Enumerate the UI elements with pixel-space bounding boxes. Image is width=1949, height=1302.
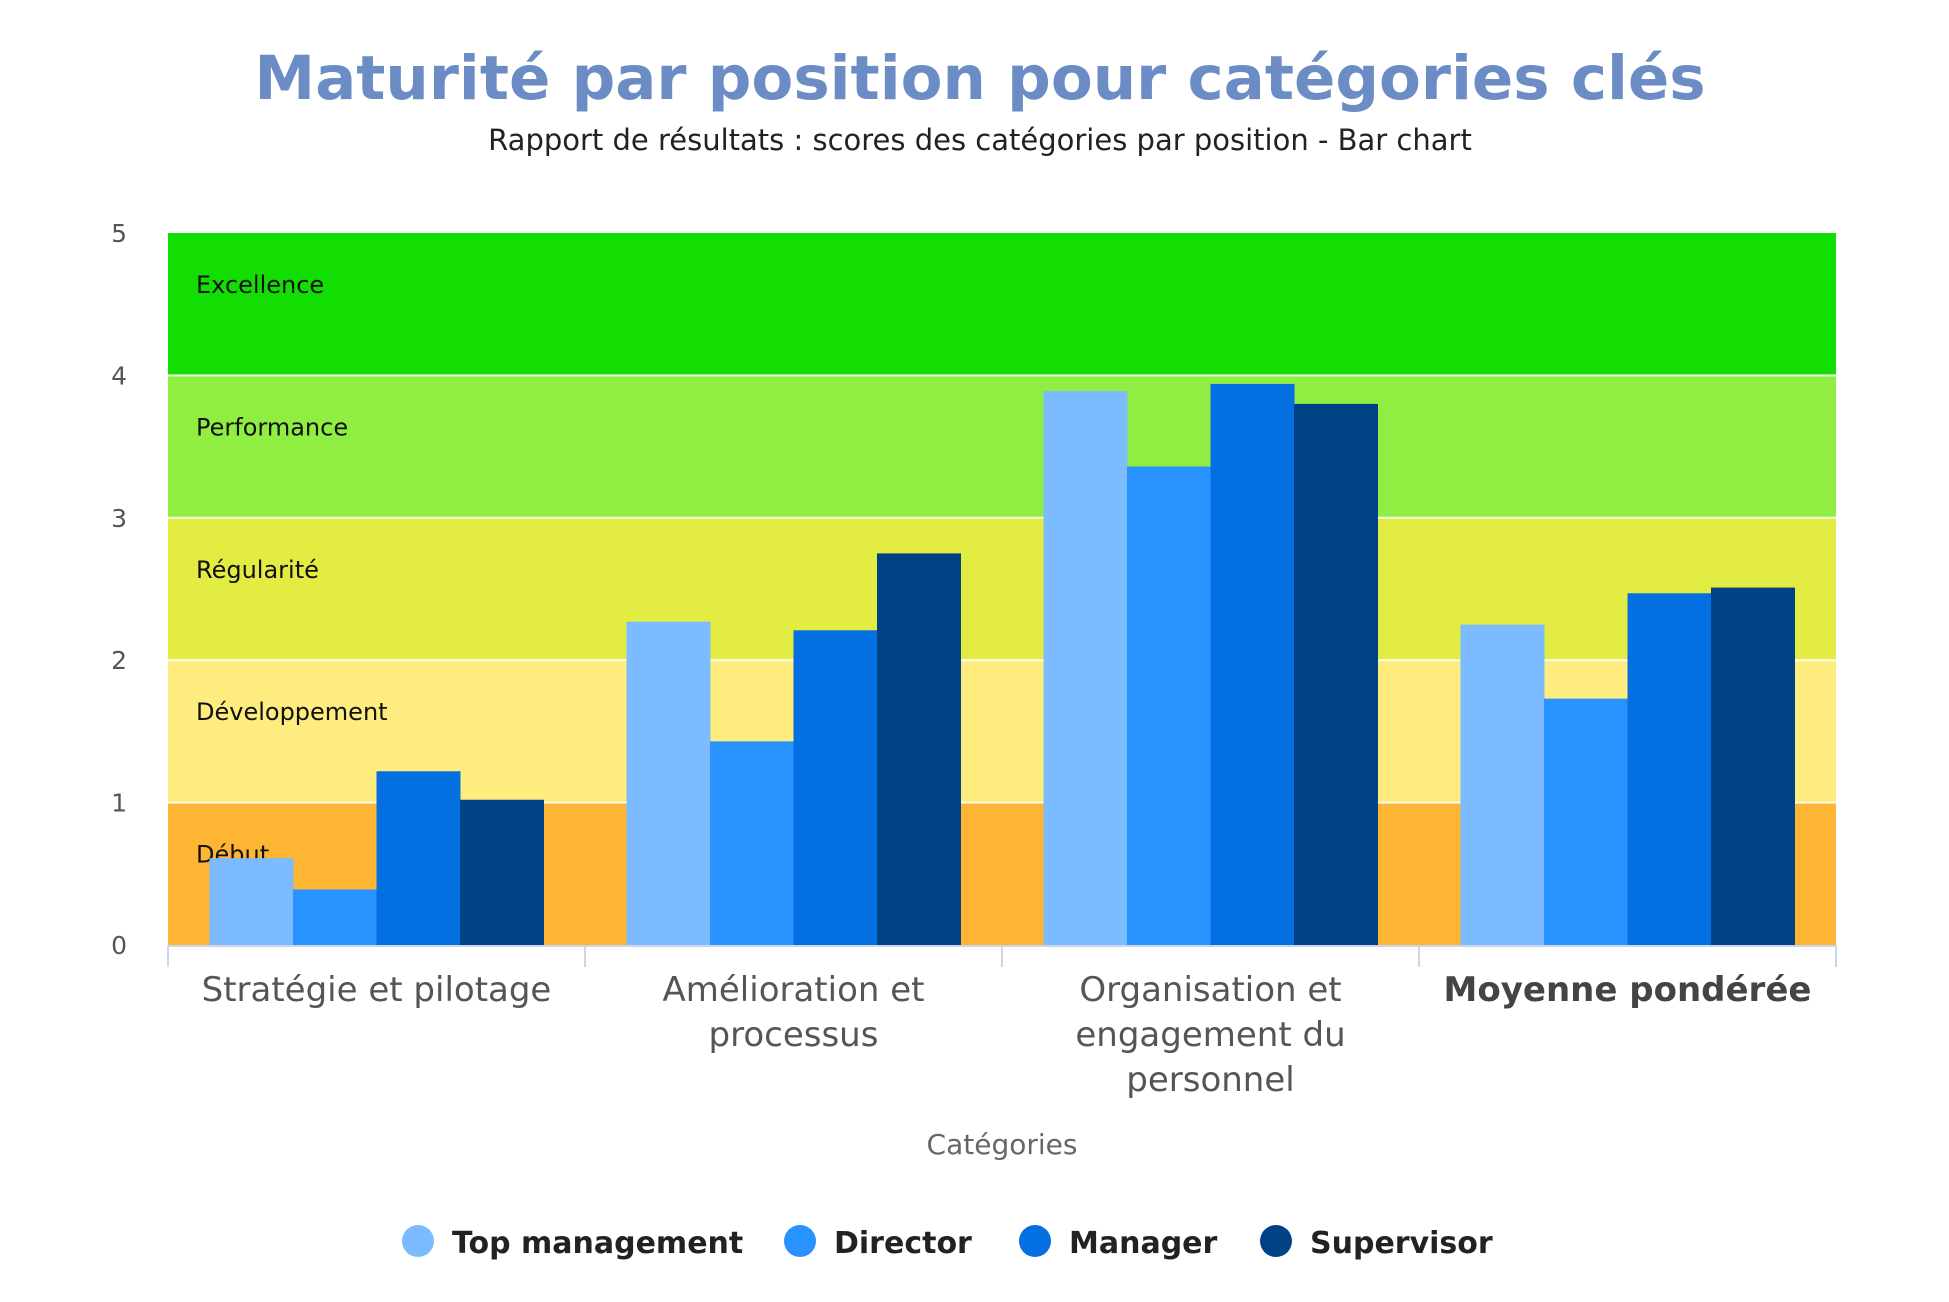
- legend-label: Director: [834, 1226, 972, 1261]
- bar: [877, 553, 961, 945]
- bar: [1294, 403, 1378, 945]
- x-tick-label-line: Organisation et: [1079, 970, 1341, 1010]
- chart-subtitle: Rapport de résultats : scores des catégo…: [488, 123, 1472, 157]
- bar: [376, 771, 461, 945]
- x-tick-label-line: Stratégie et pilotage: [202, 970, 552, 1010]
- legend-item: Supervisor: [1260, 1225, 1493, 1261]
- x-tick-label: Amélioration et processus: [663, 970, 925, 1055]
- legend-marker: [784, 1225, 816, 1257]
- y-tick-label: 4: [111, 361, 127, 390]
- y-tick-label: 0: [111, 931, 127, 960]
- bar: [626, 621, 711, 945]
- bar: [1627, 593, 1712, 945]
- x-tick-label-line: processus: [709, 1015, 879, 1055]
- band-label: Régularité: [196, 556, 319, 584]
- bar: [1460, 624, 1545, 945]
- band-label: Excellence: [196, 271, 324, 299]
- x-tick-label: Organisation et engagement du personnel: [1075, 970, 1345, 1100]
- x-tick-label-line: Moyenne pondérée: [1444, 970, 1812, 1010]
- bars: [209, 383, 1795, 946]
- bar: [209, 858, 294, 945]
- legend-label: Top management: [452, 1226, 743, 1261]
- bar: [1711, 587, 1795, 945]
- bar: [1210, 383, 1295, 946]
- y-tick-label: 3: [111, 504, 127, 533]
- bar: [793, 630, 878, 945]
- plot-band: [168, 517, 1836, 661]
- legend-label: Supervisor: [1310, 1226, 1493, 1261]
- legend-marker: [1260, 1225, 1292, 1257]
- bar: [460, 799, 544, 945]
- bar: [293, 889, 377, 945]
- plot-band: [168, 375, 1836, 518]
- legend-marker: [1019, 1225, 1051, 1257]
- band-label: Développement: [196, 698, 388, 726]
- plot-band: [168, 233, 1836, 376]
- legend: Top management Director Manager Supervisor: [402, 1225, 1493, 1261]
- x-tick-label-line: engagement du: [1075, 1015, 1345, 1055]
- bar: [710, 741, 794, 945]
- legend-item: Manager: [1019, 1225, 1218, 1261]
- y-axis: 0 1 2 3 4 5: [111, 219, 127, 960]
- bar: [1043, 391, 1128, 946]
- x-axis-title: Catégories: [927, 1128, 1078, 1161]
- legend-item: Director: [784, 1225, 972, 1261]
- legend-item: Top management: [402, 1225, 743, 1261]
- bar: [1544, 698, 1628, 945]
- y-tick-label: 2: [111, 646, 127, 675]
- y-tick-label: 5: [111, 219, 127, 248]
- x-tick-label: Stratégie et pilotage: [202, 970, 552, 1010]
- legend-label: Manager: [1069, 1226, 1218, 1261]
- x-axis: Stratégie et pilotage Amélioration et proc…: [167, 945, 1837, 1100]
- legend-marker: [402, 1225, 434, 1257]
- y-tick-label: 1: [111, 789, 127, 818]
- bar: [1127, 466, 1211, 945]
- x-tick-label-line: Amélioration et: [663, 970, 925, 1010]
- x-tick-label: Moyenne pondérée: [1444, 970, 1812, 1010]
- x-tick-label-line: personnel: [1126, 1060, 1294, 1100]
- chart-title: Maturité par position pour catégories cl…: [254, 43, 1705, 114]
- band-label: Performance: [196, 413, 348, 441]
